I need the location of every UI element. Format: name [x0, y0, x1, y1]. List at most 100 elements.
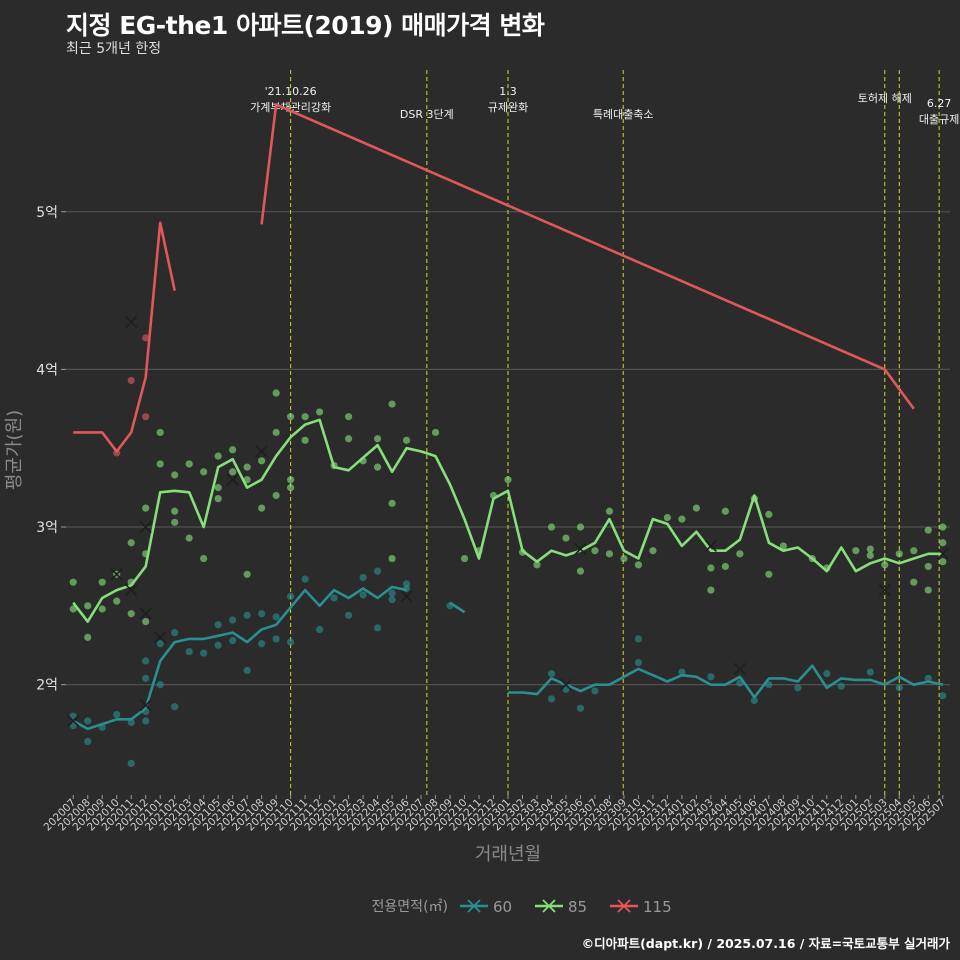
scatter-point-60 — [272, 613, 280, 621]
scatter-point-60 — [243, 611, 251, 619]
scatter-point-60 — [823, 670, 831, 678]
scatter-point-115 — [142, 413, 150, 421]
event-label: 1.3 — [499, 85, 517, 98]
cross-marker-85 — [878, 584, 891, 597]
scatter-point-85 — [852, 547, 860, 555]
scatter-point-60 — [214, 621, 222, 629]
scatter-point-85 — [373, 435, 382, 443]
scatter-point-60 — [272, 635, 280, 643]
scatter-point-85 — [431, 428, 440, 437]
scatter-point-85 — [765, 510, 773, 519]
event-label: 가계부채관리강화 — [250, 101, 331, 114]
scatter-point-85 — [330, 461, 338, 470]
legend-label-115: 115 — [643, 898, 672, 916]
cross-marker-85 — [255, 445, 268, 458]
scatter-point-60 — [301, 575, 309, 583]
scatter-point-60 — [794, 684, 802, 692]
cross-marker-115 — [125, 316, 138, 329]
event-label: 규제완화 — [488, 101, 528, 114]
scatter-point-85 — [924, 586, 932, 594]
scatter-point-85 — [605, 507, 614, 515]
chart-title: 지정 EG-the1 아파트(2019) 매매가격 변화 — [66, 11, 545, 40]
scatter-point-85 — [866, 545, 874, 553]
legend-title: 전용면적(㎡) — [372, 899, 448, 915]
scatter-point-60 — [171, 703, 179, 711]
scatter-point-85 — [591, 547, 599, 555]
scatter-point-60 — [547, 670, 556, 678]
scatter-point-85 — [910, 547, 918, 555]
scatter-point-85 — [924, 526, 932, 534]
scatter-point-85 — [214, 484, 222, 492]
scatter-point-60 — [243, 666, 251, 675]
scatter-point-60 — [634, 658, 643, 667]
scatter-point-85 — [460, 554, 469, 563]
scatter-point-85 — [127, 539, 135, 547]
x-axis-label: 거래년월 — [475, 844, 541, 865]
scatter-point-60 — [359, 573, 367, 582]
scatter-point-60 — [736, 679, 744, 687]
scatter-point-60 — [84, 717, 92, 725]
scatter-point-60 — [939, 692, 947, 700]
scatter-point-85 — [475, 547, 483, 555]
scatter-point-85 — [214, 452, 222, 460]
scatter-point-85 — [576, 523, 585, 531]
scatter-point-85 — [214, 495, 222, 503]
cross-marker-60 — [67, 714, 80, 727]
scatter-point-60 — [229, 616, 237, 624]
cross-marker-85 — [704, 539, 717, 553]
scatter-point-60 — [678, 668, 686, 676]
scatter-point-85 — [707, 564, 715, 572]
event-label: 6.27 — [927, 97, 952, 110]
scatter-point-60 — [402, 580, 411, 588]
scatter-point-85 — [533, 561, 541, 569]
scatter-point-85 — [243, 463, 251, 471]
scatter-point-85 — [939, 523, 947, 531]
scatter-point-85 — [69, 578, 77, 586]
scatter-point-85 — [301, 436, 309, 444]
scatter-point-85 — [127, 610, 135, 618]
scatter-point-60 — [330, 594, 338, 602]
scatter-point-85 — [287, 484, 295, 492]
scatter-point-85 — [171, 507, 179, 515]
scatter-point-85 — [663, 513, 672, 522]
scatter-point-85 — [171, 471, 179, 479]
scatter-point-85 — [402, 436, 411, 444]
scatter-point-85 — [779, 542, 787, 550]
scatter-point-60 — [98, 723, 106, 731]
scatter-point-85 — [678, 515, 686, 523]
scatter-point-85 — [489, 491, 498, 500]
scatter-point-115 — [113, 449, 121, 457]
scatter-point-60 — [344, 611, 353, 619]
cross-marker-60 — [733, 662, 746, 675]
legend-label-85: 85 — [568, 898, 587, 916]
scatter-point-85 — [576, 567, 585, 575]
scatter-point-85 — [98, 578, 106, 586]
scatter-point-85 — [707, 586, 715, 594]
scatter-point-85 — [171, 518, 179, 526]
scatter-point-85 — [156, 428, 164, 437]
y-axis-label: 평균가(원) — [4, 410, 25, 490]
scatter-point-60 — [576, 704, 585, 712]
cross-marker-60 — [559, 678, 573, 691]
scatter-point-115 — [142, 334, 150, 342]
scatter-point-85 — [721, 562, 729, 571]
scatter-point-60 — [142, 657, 150, 665]
legend-swatch-cross-115 — [617, 899, 631, 913]
scatter-point-60 — [866, 668, 874, 676]
cross-marker-85 — [110, 568, 123, 581]
legend-swatch-cross-60 — [467, 899, 481, 913]
scatter-point-85 — [301, 413, 309, 421]
tick-layer: 2억3억4억5억20200720200820200920201020201120… — [36, 205, 948, 834]
cross-marker-85 — [139, 520, 152, 534]
cross-marker-60 — [400, 590, 413, 603]
scatter-point-60 — [84, 737, 92, 746]
scatter-point-85 — [562, 534, 570, 542]
scatter-point-85 — [518, 548, 527, 556]
scatter-point-85 — [113, 597, 121, 605]
scatter-point-85 — [156, 460, 164, 468]
scatter-point-60 — [634, 635, 643, 643]
scatter-point-85 — [504, 476, 512, 484]
scatter-point-85 — [721, 507, 729, 515]
scatter-point-60 — [142, 707, 150, 716]
